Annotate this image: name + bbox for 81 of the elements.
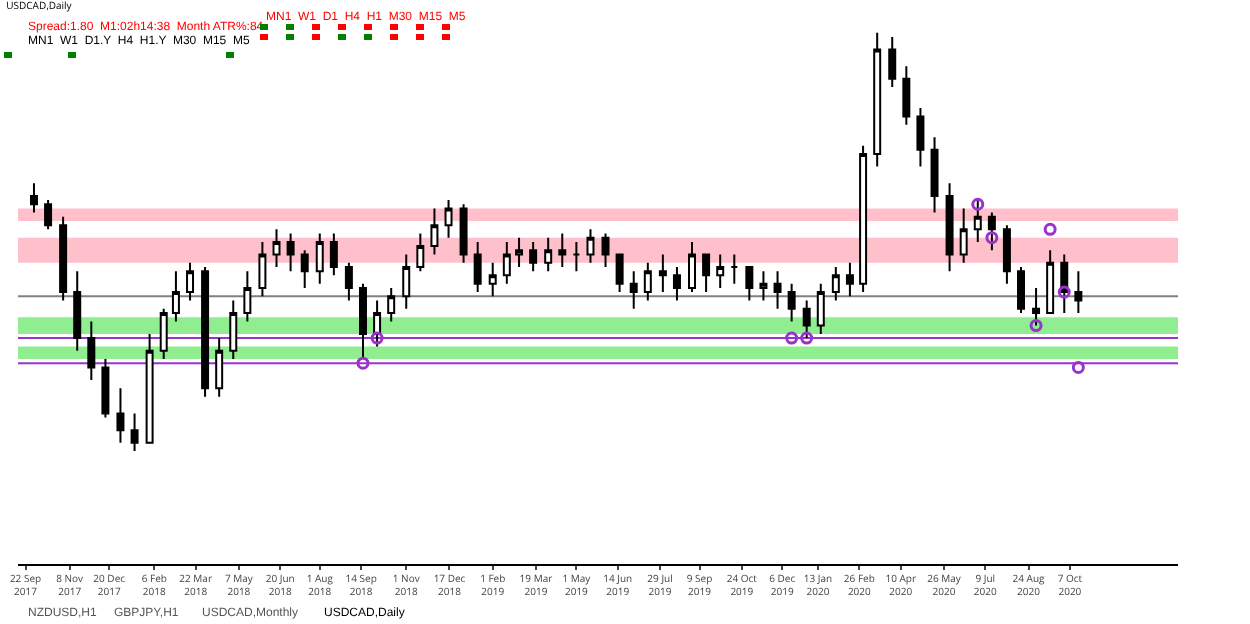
candlestick: [201, 266, 210, 398]
candlestick: [601, 232, 610, 268]
candlestick: [615, 253, 624, 294]
candlestick: [959, 207, 968, 264]
candlestick: [258, 240, 267, 298]
point: [356, 356, 370, 370]
candlestick: [344, 261, 353, 302]
candlestick: [329, 232, 338, 277]
point: [785, 331, 799, 345]
candlestick: [987, 211, 996, 252]
candlestick: [831, 266, 840, 302]
candlestick: [787, 282, 796, 323]
candlestick: [558, 232, 567, 268]
candlestick: [300, 249, 309, 289]
candlestick: [159, 307, 168, 361]
candlestick: [773, 270, 782, 310]
candlestick: [572, 240, 581, 273]
candlestick: [116, 387, 125, 444]
candlestick: [916, 107, 925, 168]
candlestick: [44, 199, 53, 231]
candlestick: [515, 236, 524, 268]
candlestick: [215, 337, 224, 398]
candlestick: [888, 35, 897, 89]
candlestick: [87, 320, 96, 381]
candlestick: [945, 182, 954, 273]
candlestick: [444, 199, 453, 239]
candlestick: [672, 266, 681, 302]
point: [370, 331, 384, 345]
candlestick: [402, 253, 411, 310]
candlestick: [416, 232, 425, 273]
candlestick: [902, 65, 911, 126]
candlestick: [373, 299, 382, 348]
candlestick: [1017, 266, 1025, 314]
candlestick: [816, 282, 825, 335]
candlestick: [186, 261, 195, 302]
candlestick: [859, 144, 868, 294]
candlestick: [171, 270, 180, 323]
candlestick: [229, 299, 238, 361]
candlestick: [286, 232, 295, 273]
candlestick: [73, 270, 82, 352]
point: [1057, 285, 1071, 299]
candlestick: [845, 261, 854, 298]
candlestick: [529, 240, 538, 273]
candlestick: [101, 358, 110, 419]
candlestick: [716, 253, 725, 289]
candlestick: [688, 240, 696, 294]
candlestick: [243, 270, 252, 323]
candlestick: [459, 203, 468, 264]
candlestick: [658, 253, 667, 294]
candlestick: [1002, 224, 1011, 285]
candlestick: [130, 412, 139, 453]
candlestick: [473, 240, 482, 294]
candlestick: [430, 207, 439, 256]
point: [1071, 360, 1085, 374]
candlestick: [745, 266, 754, 302]
point: [1043, 222, 1057, 236]
candlestick: [29, 182, 38, 214]
candlestick: [973, 199, 982, 243]
candlestick: [502, 240, 511, 285]
candlestick: [145, 332, 154, 444]
candlestick: [272, 228, 281, 268]
candlestick: [1046, 249, 1055, 314]
candlestick: [488, 261, 497, 298]
candlestick: [759, 270, 768, 302]
candlestick: [730, 253, 739, 285]
candlestick: [586, 228, 595, 264]
candlestick: [930, 136, 939, 214]
candlestick: [59, 215, 68, 302]
candlestick: [702, 253, 711, 294]
point: [985, 231, 999, 245]
candlestick: [315, 232, 324, 285]
candlestick: [544, 236, 553, 273]
candlestick: [387, 286, 396, 323]
point: [800, 331, 814, 345]
point: [971, 197, 985, 211]
candlestick: [1074, 270, 1083, 314]
candlestick: [629, 270, 638, 310]
candlestick: [643, 261, 652, 302]
candlestick: [873, 31, 882, 168]
point: [1029, 319, 1043, 333]
candlestick: [1060, 253, 1069, 314]
